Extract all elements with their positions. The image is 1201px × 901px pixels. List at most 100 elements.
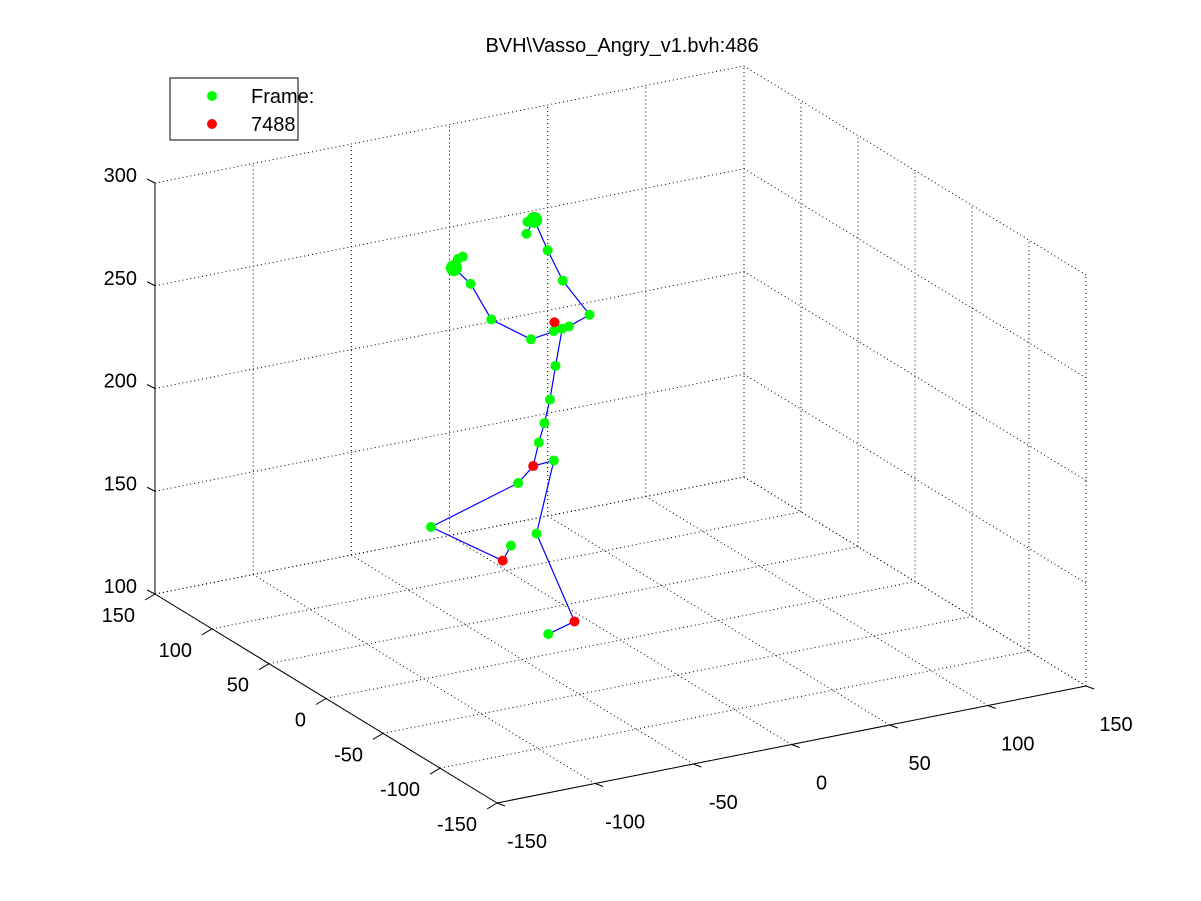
x-tick-mark-4 — [889, 724, 898, 729]
y-tick-label-3: 0 — [295, 710, 306, 732]
grid-line-backright-z-1 — [743, 373, 1087, 584]
joint-point-r_forearm — [542, 245, 553, 256]
x-tick-label-0: -150 — [507, 831, 547, 853]
grid-line-floor-y-4 — [268, 546, 859, 665]
y-tick-mark-3 — [315, 698, 327, 705]
y-tick-label-1: -100 — [380, 779, 420, 801]
joint-layer — [426, 211, 595, 640]
z-tick-mark-1 — [146, 486, 156, 492]
tick-layer: -150 -100 -50 0 50 100 150 -150 -100 -50 0 50 100 150… — [102, 165, 1133, 853]
x-tick-mark-2 — [693, 763, 702, 768]
bone-spine2-neck — [554, 328, 563, 366]
joint-point-l_ankle — [497, 555, 508, 566]
x-tick-label-2: -50 — [709, 792, 738, 814]
joint-point-neck_r — [548, 326, 559, 337]
bone-r_hip-r_knee — [535, 460, 555, 534]
bone-r_shoulder-r_upperarm — [562, 280, 591, 316]
z-tick-label-0: 100 — [104, 576, 137, 598]
legend-label-number: 7488 — [251, 114, 296, 136]
legend-marker-number — [207, 119, 217, 129]
bone-spine1-spine2 — [549, 365, 557, 400]
grid-line-backright-z-0 — [743, 476, 1087, 687]
bone-l_knee-l_ankle — [430, 526, 503, 562]
bone-l_upperarm-l_forearm — [470, 283, 492, 320]
joint-point-pelvis — [528, 461, 539, 472]
joint-point-spine2 — [550, 360, 561, 371]
bone-l_hip-l_knee — [430, 482, 519, 528]
joint-point-r_hip — [548, 455, 559, 466]
x-tick-label-1: -100 — [605, 812, 645, 834]
joint-point-head — [549, 317, 560, 328]
y-tick-mark-2 — [372, 732, 384, 740]
x-tick-mark-3 — [791, 744, 800, 748]
grid-line-backleft-z-1 — [154, 373, 745, 492]
joint-point-spine — [539, 418, 550, 429]
y-tick-mark-0 — [486, 802, 498, 810]
grid-line-floor-y-2 — [382, 615, 973, 734]
x-tick-mark-6 — [1085, 685, 1095, 690]
y-tick-label-6: 150 — [102, 605, 135, 627]
joint-point-l_hip — [513, 478, 524, 489]
joint-point-r_knee — [531, 528, 542, 539]
x-tick-label-4: 50 — [909, 753, 931, 775]
bone-r_upperarm-r_forearm — [547, 250, 564, 281]
grid-line-backleft-z-4 — [154, 65, 745, 184]
grid-line-floor-y-5 — [211, 511, 802, 630]
y-tick-label-4: 50 — [227, 675, 249, 697]
joint-point-l_shoulder — [525, 334, 536, 345]
joint-point-l_foot — [505, 540, 516, 551]
joint-point-l_hand — [445, 260, 462, 277]
z-tick-label-3: 250 — [104, 268, 137, 290]
joint-point-l_upperarm — [486, 314, 497, 325]
legend: Frame: 7488 — [169, 77, 314, 141]
joint-point-neck_l — [563, 321, 574, 332]
axis-layer — [144, 178, 1095, 810]
joint-point-r_hand_f2 — [522, 216, 533, 227]
grid-line-floor-y-3 — [325, 581, 916, 699]
z-tick-label-1: 150 — [104, 473, 137, 495]
z-tick-mark-0 — [146, 589, 156, 595]
z-tick-label-2: 200 — [104, 371, 137, 393]
joint-point-r_foot — [543, 629, 554, 640]
y-tick-label-0: -150 — [437, 814, 477, 836]
y-tick-mark-4 — [258, 663, 270, 671]
legend-label-frame: Frame: — [251, 86, 314, 108]
grid-line-backright-z-3 — [743, 168, 1087, 379]
bone-l_shoulder-l_upperarm — [491, 318, 532, 340]
x-tick-mark-5 — [987, 705, 997, 709]
y-tick-mark-6 — [144, 593, 156, 601]
x-tick-label-3: 0 — [816, 773, 827, 795]
joint-point-r_hand_f1 — [521, 228, 532, 239]
z-tick-label-4: 300 — [104, 165, 137, 187]
joint-point-hips — [533, 437, 544, 448]
joint-point-r_ankle — [569, 616, 580, 627]
grid-line-backleft-z-3 — [154, 168, 745, 287]
y-tick-mark-1 — [429, 767, 441, 775]
bone-r_knee-r_ankle — [535, 533, 576, 622]
grid-line-backright-z-2 — [743, 271, 1087, 481]
joint-point-r_upperarm — [557, 275, 568, 286]
joint-point-l_forearm — [465, 278, 476, 289]
joint-point-l_hand_f2 — [457, 251, 468, 262]
x-tick-mark-0 — [496, 802, 506, 807]
grid-line-backleft-z-2 — [154, 271, 745, 389]
z-tick-mark-3 — [146, 281, 156, 287]
chart-title: BVH\Vasso_Angry_v1.bvh:486 — [485, 35, 758, 57]
joint-point-spine1 — [544, 394, 555, 405]
z-tick-mark-4 — [146, 178, 156, 184]
x-tick-label-6: 150 — [1099, 714, 1132, 736]
x-tick-mark-1 — [594, 783, 604, 787]
grid-line-backright-z-4 — [743, 65, 1087, 276]
grid-line-floor-y-1 — [439, 650, 1030, 769]
y-tick-label-2: -50 — [334, 744, 363, 766]
x-tick-label-5: 100 — [1001, 734, 1034, 756]
grid-layer — [154, 65, 1087, 804]
legend-marker-frame — [207, 91, 217, 101]
y-tick-mark-5 — [201, 628, 213, 636]
y-tick-label-5: 100 — [159, 640, 192, 662]
joint-point-l_knee — [426, 522, 437, 532]
joint-point-r_shoulder — [584, 309, 595, 320]
z-tick-mark-2 — [146, 384, 156, 389]
